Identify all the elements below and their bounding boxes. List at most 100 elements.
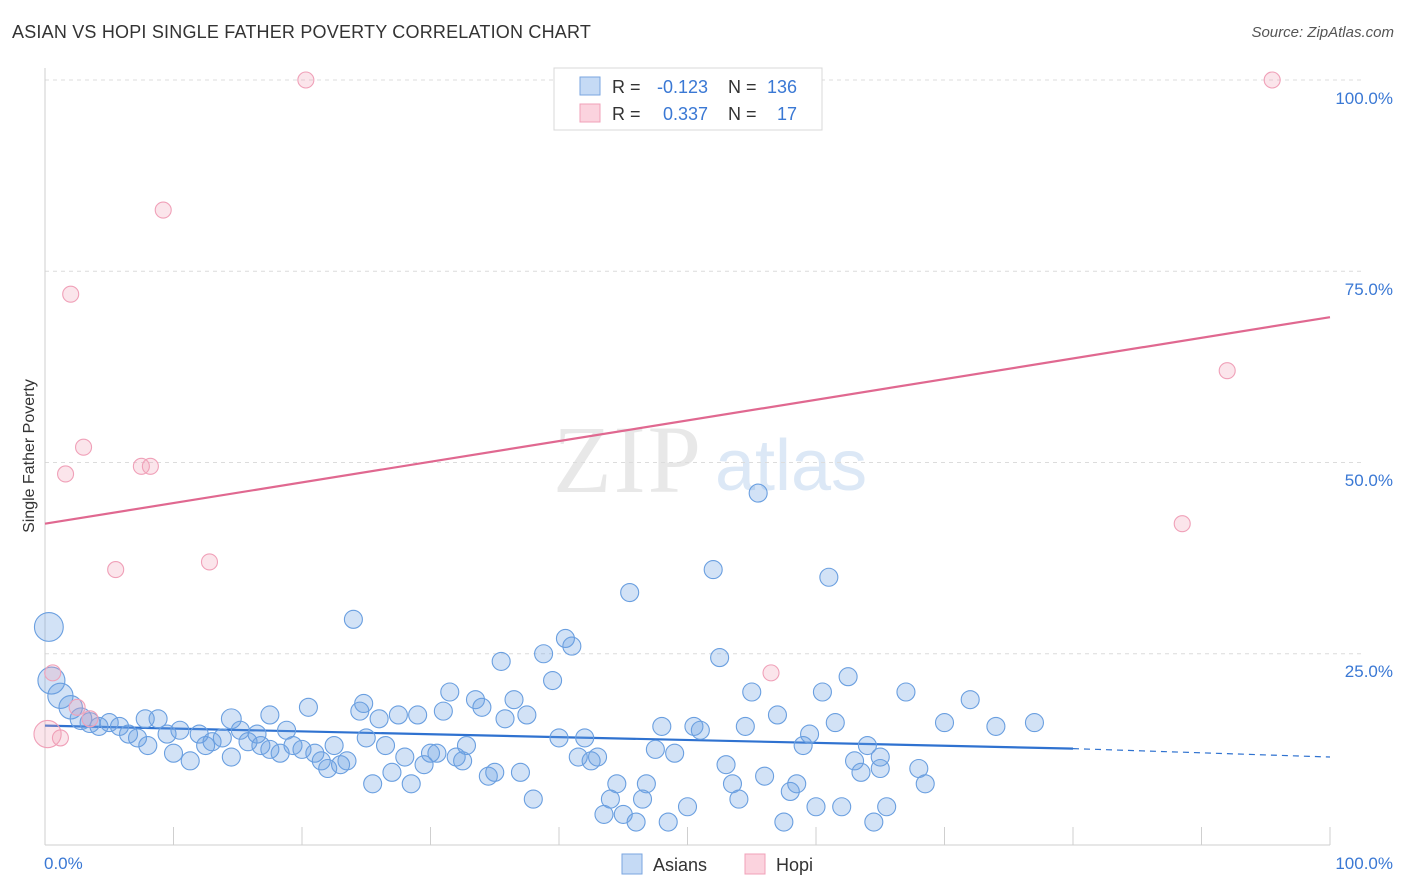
asians-point-74 [555, 628, 575, 649]
asians-point-35 [305, 743, 325, 763]
asians-point-112 [819, 567, 839, 587]
bottom-legend-hopi-swatch [744, 853, 766, 875]
asians-point-102 [748, 483, 768, 503]
hopi-trend-line [44, 316, 1331, 525]
trend-lines [44, 316, 1331, 758]
asians-point-61 [465, 690, 486, 710]
asians-point-82 [607, 774, 627, 794]
hopi-point-8 [107, 561, 125, 579]
hopi-point-9 [132, 457, 150, 475]
bottom-legend-asians-swatch [621, 853, 643, 875]
asians-points [33, 483, 1044, 832]
asians-point-71 [534, 644, 554, 664]
asians-point-43 [354, 693, 374, 714]
hopi-point-4 [62, 285, 80, 303]
y-axis-label: Single Father Poverty [21, 379, 38, 533]
asians-point-129 [1024, 713, 1044, 733]
asians-point-65 [491, 651, 511, 671]
asians-point-119 [864, 812, 884, 832]
asians-point-107 [787, 774, 807, 794]
asians-point-7 [99, 713, 119, 733]
bottom-legend-asians-label: Asians [653, 855, 707, 875]
asians-point-111 [812, 682, 832, 702]
asians-point-87 [636, 774, 656, 794]
stats-legend: R = -0.123 N = 136 R = 0.337 N = 17 [553, 67, 823, 131]
asians-point-70 [523, 789, 543, 809]
asians-point-68 [510, 762, 531, 782]
asians-point-100 [735, 716, 755, 736]
asians-trend-line [44, 724, 1074, 750]
asians-point-16 [170, 720, 190, 740]
hopi-point-5 [68, 698, 86, 716]
asians-point-121 [870, 758, 890, 779]
asians-point-47 [375, 735, 396, 756]
asians-point-52 [408, 705, 428, 725]
asians-point-125 [915, 774, 935, 794]
x-tick-label-min: 0.0% [44, 854, 83, 873]
asians-point-109 [800, 724, 820, 744]
asians-point-10 [127, 728, 148, 748]
hopi-point-11 [154, 201, 172, 219]
watermark-atlas: atlas [715, 426, 867, 506]
asians-point-120 [870, 747, 890, 767]
asians-point-118 [857, 735, 877, 756]
chart-title: ASIAN VS HOPI SINGLE FATHER POVERTY CORR… [12, 22, 592, 42]
hopi-points [33, 71, 1281, 749]
hopi-point-2 [51, 729, 69, 747]
hopi-point-1 [44, 664, 62, 682]
asians-point-11 [138, 735, 158, 756]
asians-point-40 [337, 751, 357, 771]
asians-point-41 [343, 609, 363, 629]
asians-legend-swatch [579, 76, 601, 96]
asians-point-56 [433, 701, 453, 721]
asians-point-99 [729, 789, 749, 809]
asians-point-67 [504, 690, 524, 710]
hopi-legend-swatch [579, 103, 601, 123]
asians-point-127 [960, 690, 980, 710]
y-tick-label-50: 50.0% [1345, 471, 1393, 490]
asians-point-128 [986, 716, 1006, 736]
asians-point-46 [369, 709, 389, 729]
hopi-point-10 [141, 457, 159, 475]
asians-point-113 [825, 713, 845, 733]
asians-point-116 [844, 751, 865, 771]
asians-n-label: N = [728, 77, 757, 97]
asians-point-54 [420, 743, 441, 763]
x-tick-label-max: 100.0% [1335, 854, 1393, 873]
asians-point-123 [896, 682, 916, 702]
asians-r-label: R = [612, 77, 641, 97]
y-tick-label-25: 25.0% [1345, 662, 1393, 681]
asians-point-76 [568, 747, 588, 767]
asians-point-96 [710, 648, 730, 668]
hopi-n-label: N = [728, 104, 757, 124]
hopi-point-0 [33, 719, 62, 749]
asians-point-86 [632, 789, 653, 809]
axes [44, 68, 1331, 846]
watermark-zip: ZIP [553, 406, 703, 513]
asians-point-122 [877, 797, 897, 817]
asians-point-90 [658, 812, 678, 832]
asians-point-117 [851, 762, 871, 782]
asians-point-64 [485, 762, 505, 782]
hopi-n-value: 17 [777, 104, 797, 124]
y-tick-label-75: 75.0% [1345, 280, 1393, 299]
asians-point-91 [665, 743, 685, 763]
asians-point-49 [388, 705, 408, 725]
asians-point-115 [838, 667, 858, 687]
asians-point-34 [298, 697, 318, 717]
hopi-r-label: R = [612, 104, 641, 124]
asians-point-79 [587, 747, 608, 767]
hopi-point-12 [200, 553, 219, 571]
asians-point-38 [324, 735, 344, 756]
asians-point-75 [562, 636, 582, 656]
hopi-point-15 [1173, 515, 1191, 533]
hopi-point-7 [81, 710, 99, 728]
hopi-r-value: 0.337 [663, 104, 708, 124]
asians-point-14 [157, 724, 177, 744]
asians-point-51 [401, 774, 421, 794]
hopi-point-13 [297, 71, 315, 89]
asians-point-37 [318, 758, 338, 779]
hopi-point-6 [75, 438, 93, 456]
asians-n-value: 136 [767, 77, 797, 97]
